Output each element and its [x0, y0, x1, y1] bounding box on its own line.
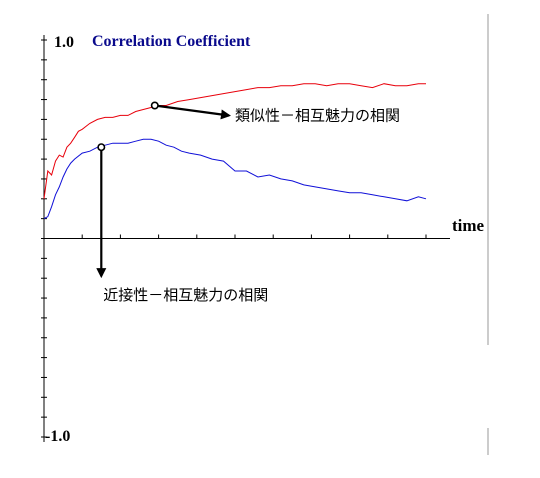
- x-axis-label: time: [452, 216, 485, 235]
- annotation-arrow-0: [154, 104, 231, 120]
- annotation-marker-0: [150, 101, 159, 110]
- axes: [41, 35, 450, 442]
- series-layer: [43, 83, 427, 220]
- chart-title: Correlation Coefficient: [92, 33, 251, 50]
- series-line-0: [43, 83, 426, 199]
- annotation-label-0: 類似性－相互魅力の相関: [235, 106, 400, 124]
- series-line-1: [43, 138, 427, 220]
- y-tick-label-top: 1.0: [54, 34, 74, 51]
- annotation-label-1: 近接性－相互魅力の相関: [103, 286, 268, 304]
- annotation-marker-1: [97, 143, 106, 152]
- y-tick-label-bottom: -1.0: [45, 428, 70, 445]
